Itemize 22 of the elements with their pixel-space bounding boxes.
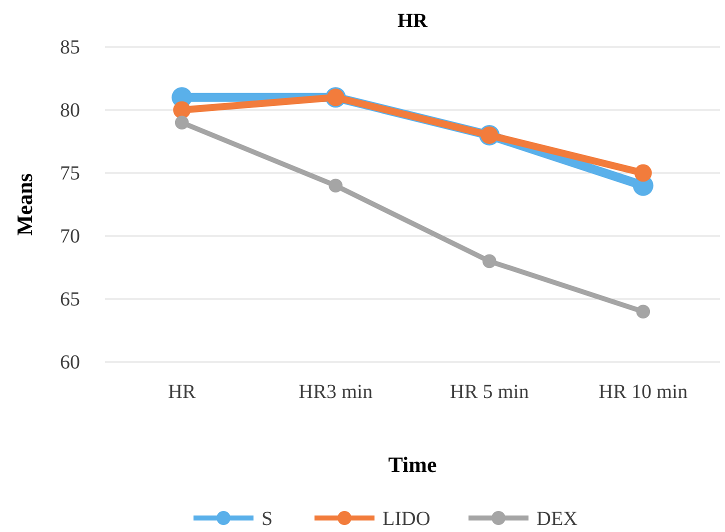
y-tick-label: 65 <box>60 288 80 310</box>
y-tick-label: 75 <box>60 162 80 184</box>
y-tick-label: 60 <box>60 351 80 374</box>
x-axis-title: Time <box>388 452 437 477</box>
point <box>482 254 496 268</box>
y-tick-label: 85 <box>60 36 80 58</box>
x-tick-label: HR <box>168 381 196 404</box>
legend-label: DEX <box>536 508 578 530</box>
y-tick-label: 70 <box>60 225 80 248</box>
x-tick-label: HR 10 min <box>598 381 688 404</box>
point <box>634 164 652 182</box>
point <box>636 304 650 318</box>
legend-label: LIDO <box>382 508 430 530</box>
x-tick-label: HR 5 min <box>450 381 529 404</box>
point <box>174 116 189 130</box>
y-axis-title: Means <box>12 172 37 236</box>
point <box>173 101 191 119</box>
chart-title: HR <box>398 10 428 32</box>
y-tick-label: 80 <box>60 99 80 122</box>
legend-label: S <box>262 508 273 530</box>
x-tick-label: HR3 min <box>298 381 373 404</box>
point <box>328 178 343 192</box>
